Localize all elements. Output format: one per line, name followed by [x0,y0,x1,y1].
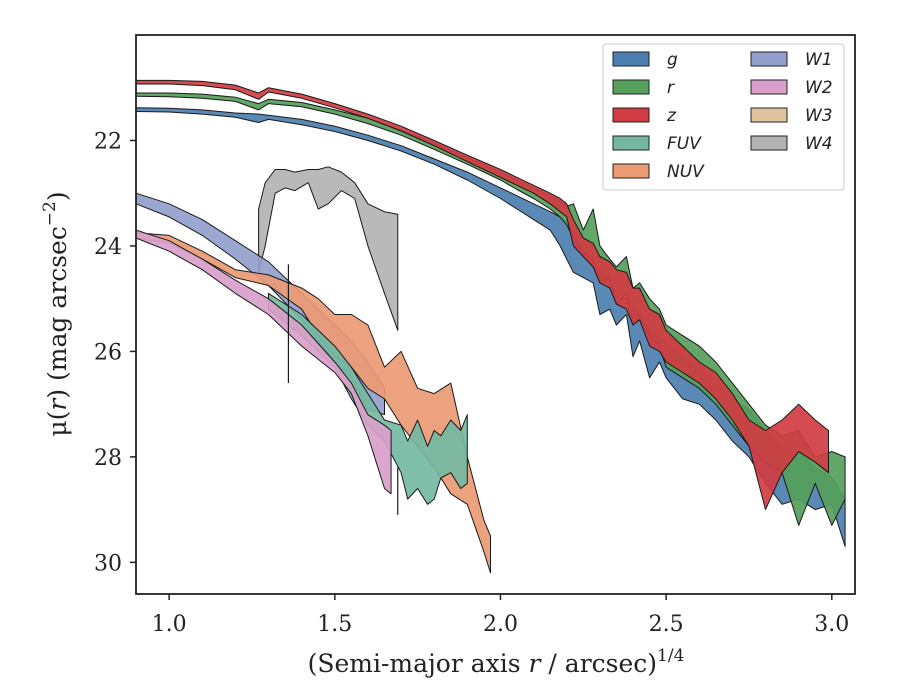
legend-swatch-w4 [750,135,788,151]
legend-swatch-w3 [750,107,788,123]
y-axis-label-main: μ( [43,411,72,437]
y-tick-label: 28 [94,446,122,471]
y-axis-label-sup: −2 [40,201,60,226]
y-tick-label: 24 [94,235,122,260]
legend-label-w2: W2 [805,78,833,98]
legend-swatch-nuv [612,163,650,179]
x-axis-label-sup: 1/4 [657,646,684,666]
legend-label-w1: W1 [805,50,833,70]
legend-swatch-z [612,107,650,123]
y-tick-label: 22 [94,129,122,154]
legend-label-w3: W3 [805,106,833,126]
y-tick-label: 30 [94,551,122,576]
legend-swatch-w1 [750,51,788,67]
legend-swatch-r [612,79,650,95]
x-axis-label: (Semi-major axis r / arcsec)1/4 [308,646,685,678]
x-axis-label-var: r [529,649,543,678]
legend-label-z: z [666,106,677,126]
x-tick-label: 1.5 [317,612,352,637]
plot-frame [135,34,856,595]
band-w4 [258,166,399,331]
y-axis-label-end: ) [43,191,72,201]
legend-swatch-g [612,51,650,67]
y-axis-label: μ(r) (mag arcsec−2) [40,191,72,436]
series-bands [135,79,846,574]
x-tick-label: 3.0 [814,612,849,637]
legend-label-g: g [667,50,678,70]
y-axis-ticks: 22 24 26 28 30 [94,129,136,576]
band-w2 [135,229,392,495]
x-tick-label: 2.0 [483,612,518,637]
band-nuv [135,232,491,574]
vertical-lines [287,264,399,515]
x-axis-label-main: (Semi-major axis [308,649,529,678]
legend: grz FUV NUV W1 W2 W3 W4 [602,43,845,191]
legend-swatch-fuv [612,135,650,151]
legend-label-w4: W4 [805,134,833,154]
y-axis-label-var: r [43,397,72,411]
legend-label-nuv: NUV [667,162,705,182]
y-tick-label: 26 [94,340,122,365]
y-axis-label-tail: ) (mag arcsec [43,226,72,399]
x-tick-label: 2.5 [649,612,684,637]
band-z [135,79,829,511]
x-axis-label-tail: / arcsec) [540,649,657,678]
band-g [135,107,846,547]
legend-swatch-w2 [750,79,788,95]
legend-label-r: r [667,78,675,98]
x-axis-ticks: 1.0 1.5 2.0 2.5 3.0 [152,594,849,637]
legend-label-fuv: FUV [667,134,702,154]
x-tick-label: 1.0 [152,612,187,637]
